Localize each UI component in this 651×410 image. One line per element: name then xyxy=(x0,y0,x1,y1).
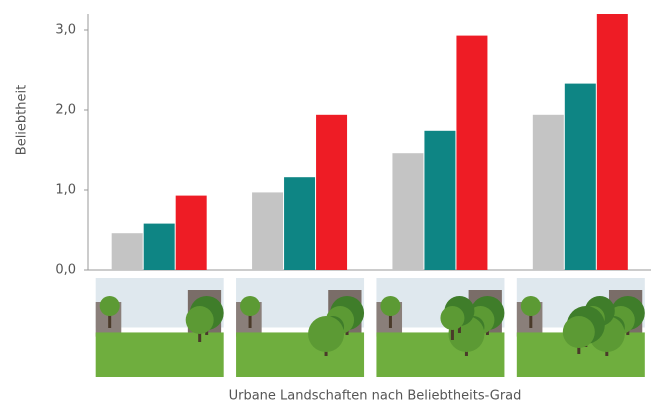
bar xyxy=(175,195,207,270)
tree xyxy=(440,306,465,330)
grass xyxy=(95,332,224,377)
bar xyxy=(596,14,628,270)
y-tick-label: 0,0 xyxy=(55,263,76,278)
category-image xyxy=(376,278,505,377)
y-axis-title: Beliebtheit xyxy=(15,85,30,155)
tree xyxy=(562,316,595,348)
bar xyxy=(252,192,284,270)
category-image xyxy=(236,278,365,377)
x-axis-title: Urbane Landschaften nach Beliebtheits-Gr… xyxy=(229,389,522,404)
bar xyxy=(111,233,143,270)
grass xyxy=(236,332,365,377)
trunk xyxy=(108,306,112,328)
bar xyxy=(143,223,175,270)
trunk xyxy=(248,306,252,328)
bar xyxy=(532,114,564,270)
bar xyxy=(424,130,456,270)
tree xyxy=(185,306,214,334)
y-tick-label: 3,0 xyxy=(55,23,76,38)
bar xyxy=(284,177,316,270)
tree xyxy=(240,296,261,316)
tree xyxy=(520,296,541,316)
tree xyxy=(308,316,345,352)
bar xyxy=(392,153,424,270)
trunk xyxy=(529,306,533,328)
grass xyxy=(376,332,505,377)
tree xyxy=(380,296,401,316)
trunk xyxy=(388,306,392,328)
bar xyxy=(564,83,596,270)
y-tick-label: 1,0 xyxy=(55,183,76,198)
tree xyxy=(99,296,120,316)
bar xyxy=(456,35,488,270)
y-tick-label: 2,0 xyxy=(55,103,76,118)
category-image xyxy=(95,278,224,377)
category-image xyxy=(516,278,645,377)
bar xyxy=(316,114,348,270)
